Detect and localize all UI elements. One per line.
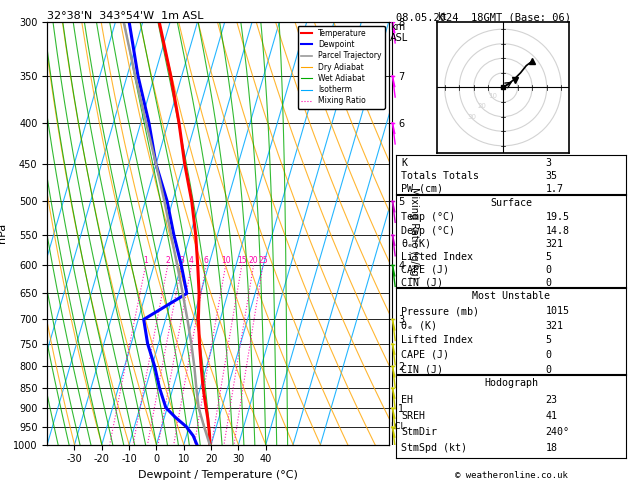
Text: StmSpd (kt): StmSpd (kt): [401, 443, 467, 453]
Text: 3: 3: [545, 158, 552, 169]
Legend: Temperature, Dewpoint, Parcel Trajectory, Dry Adiabat, Wet Adiabat, Isotherm, Mi: Temperature, Dewpoint, Parcel Trajectory…: [298, 26, 385, 108]
Text: 0: 0: [545, 350, 552, 360]
Text: CAPE (J): CAPE (J): [401, 265, 449, 275]
Y-axis label: hPa: hPa: [0, 223, 8, 243]
Text: 15: 15: [237, 256, 247, 265]
Text: 08.05.2024  18GMT (Base: 06): 08.05.2024 18GMT (Base: 06): [396, 12, 571, 22]
Text: 25: 25: [258, 256, 268, 265]
Text: 1: 1: [143, 256, 148, 265]
Text: 23: 23: [545, 395, 557, 405]
Text: Most Unstable: Most Unstable: [472, 291, 550, 301]
Text: CIN (J): CIN (J): [401, 364, 443, 375]
Text: 321: 321: [545, 321, 564, 331]
Text: Hodograph: Hodograph: [484, 378, 538, 388]
Text: 321: 321: [545, 239, 564, 249]
Text: Temp (°C): Temp (°C): [401, 212, 455, 223]
Text: 10: 10: [488, 93, 497, 99]
X-axis label: Dewpoint / Temperature (°C): Dewpoint / Temperature (°C): [138, 470, 298, 480]
Text: 0: 0: [545, 278, 552, 288]
Text: 3: 3: [179, 256, 184, 265]
Text: 4: 4: [189, 256, 194, 265]
Text: θₑ (K): θₑ (K): [401, 321, 437, 331]
Text: SREH: SREH: [401, 411, 425, 421]
Text: StmDir: StmDir: [401, 427, 437, 437]
Text: 19.5: 19.5: [545, 212, 569, 223]
Text: 0: 0: [545, 364, 552, 375]
Text: 240°: 240°: [545, 427, 569, 437]
Text: 0: 0: [545, 265, 552, 275]
Text: LCL: LCL: [390, 422, 405, 431]
Text: EH: EH: [401, 395, 413, 405]
Text: © weatheronline.co.uk: © weatheronline.co.uk: [455, 471, 567, 480]
Text: 1015: 1015: [545, 306, 569, 316]
Text: kt: kt: [437, 12, 447, 22]
Text: 35: 35: [545, 171, 557, 181]
Text: 5: 5: [545, 335, 552, 346]
Text: km
ASL: km ASL: [390, 22, 408, 43]
Text: 5: 5: [545, 252, 552, 262]
Text: 20: 20: [248, 256, 259, 265]
Text: 41: 41: [545, 411, 557, 421]
Text: Dewp (°C): Dewp (°C): [401, 226, 455, 236]
Text: Lifted Index: Lifted Index: [401, 252, 473, 262]
Text: 1.7: 1.7: [545, 184, 564, 194]
Text: 18: 18: [545, 443, 557, 453]
Text: Surface: Surface: [490, 198, 532, 208]
Text: CAPE (J): CAPE (J): [401, 350, 449, 360]
Text: PW (cm): PW (cm): [401, 184, 443, 194]
Text: 2: 2: [165, 256, 170, 265]
Text: K: K: [401, 158, 408, 169]
Text: 6: 6: [204, 256, 209, 265]
Text: Pressure (mb): Pressure (mb): [401, 306, 479, 316]
Text: CIN (J): CIN (J): [401, 278, 443, 288]
Text: θₑ(K): θₑ(K): [401, 239, 431, 249]
Text: Totals Totals: Totals Totals: [401, 171, 479, 181]
Text: 32°38'N  343°54'W  1m ASL: 32°38'N 343°54'W 1m ASL: [47, 11, 204, 21]
Text: 14.8: 14.8: [545, 226, 569, 236]
Text: 20: 20: [477, 104, 486, 109]
Text: Lifted Index: Lifted Index: [401, 335, 473, 346]
Y-axis label: Mixing Ratio (g/kg): Mixing Ratio (g/kg): [409, 187, 418, 279]
Text: 10: 10: [221, 256, 230, 265]
Text: 30: 30: [467, 114, 476, 120]
